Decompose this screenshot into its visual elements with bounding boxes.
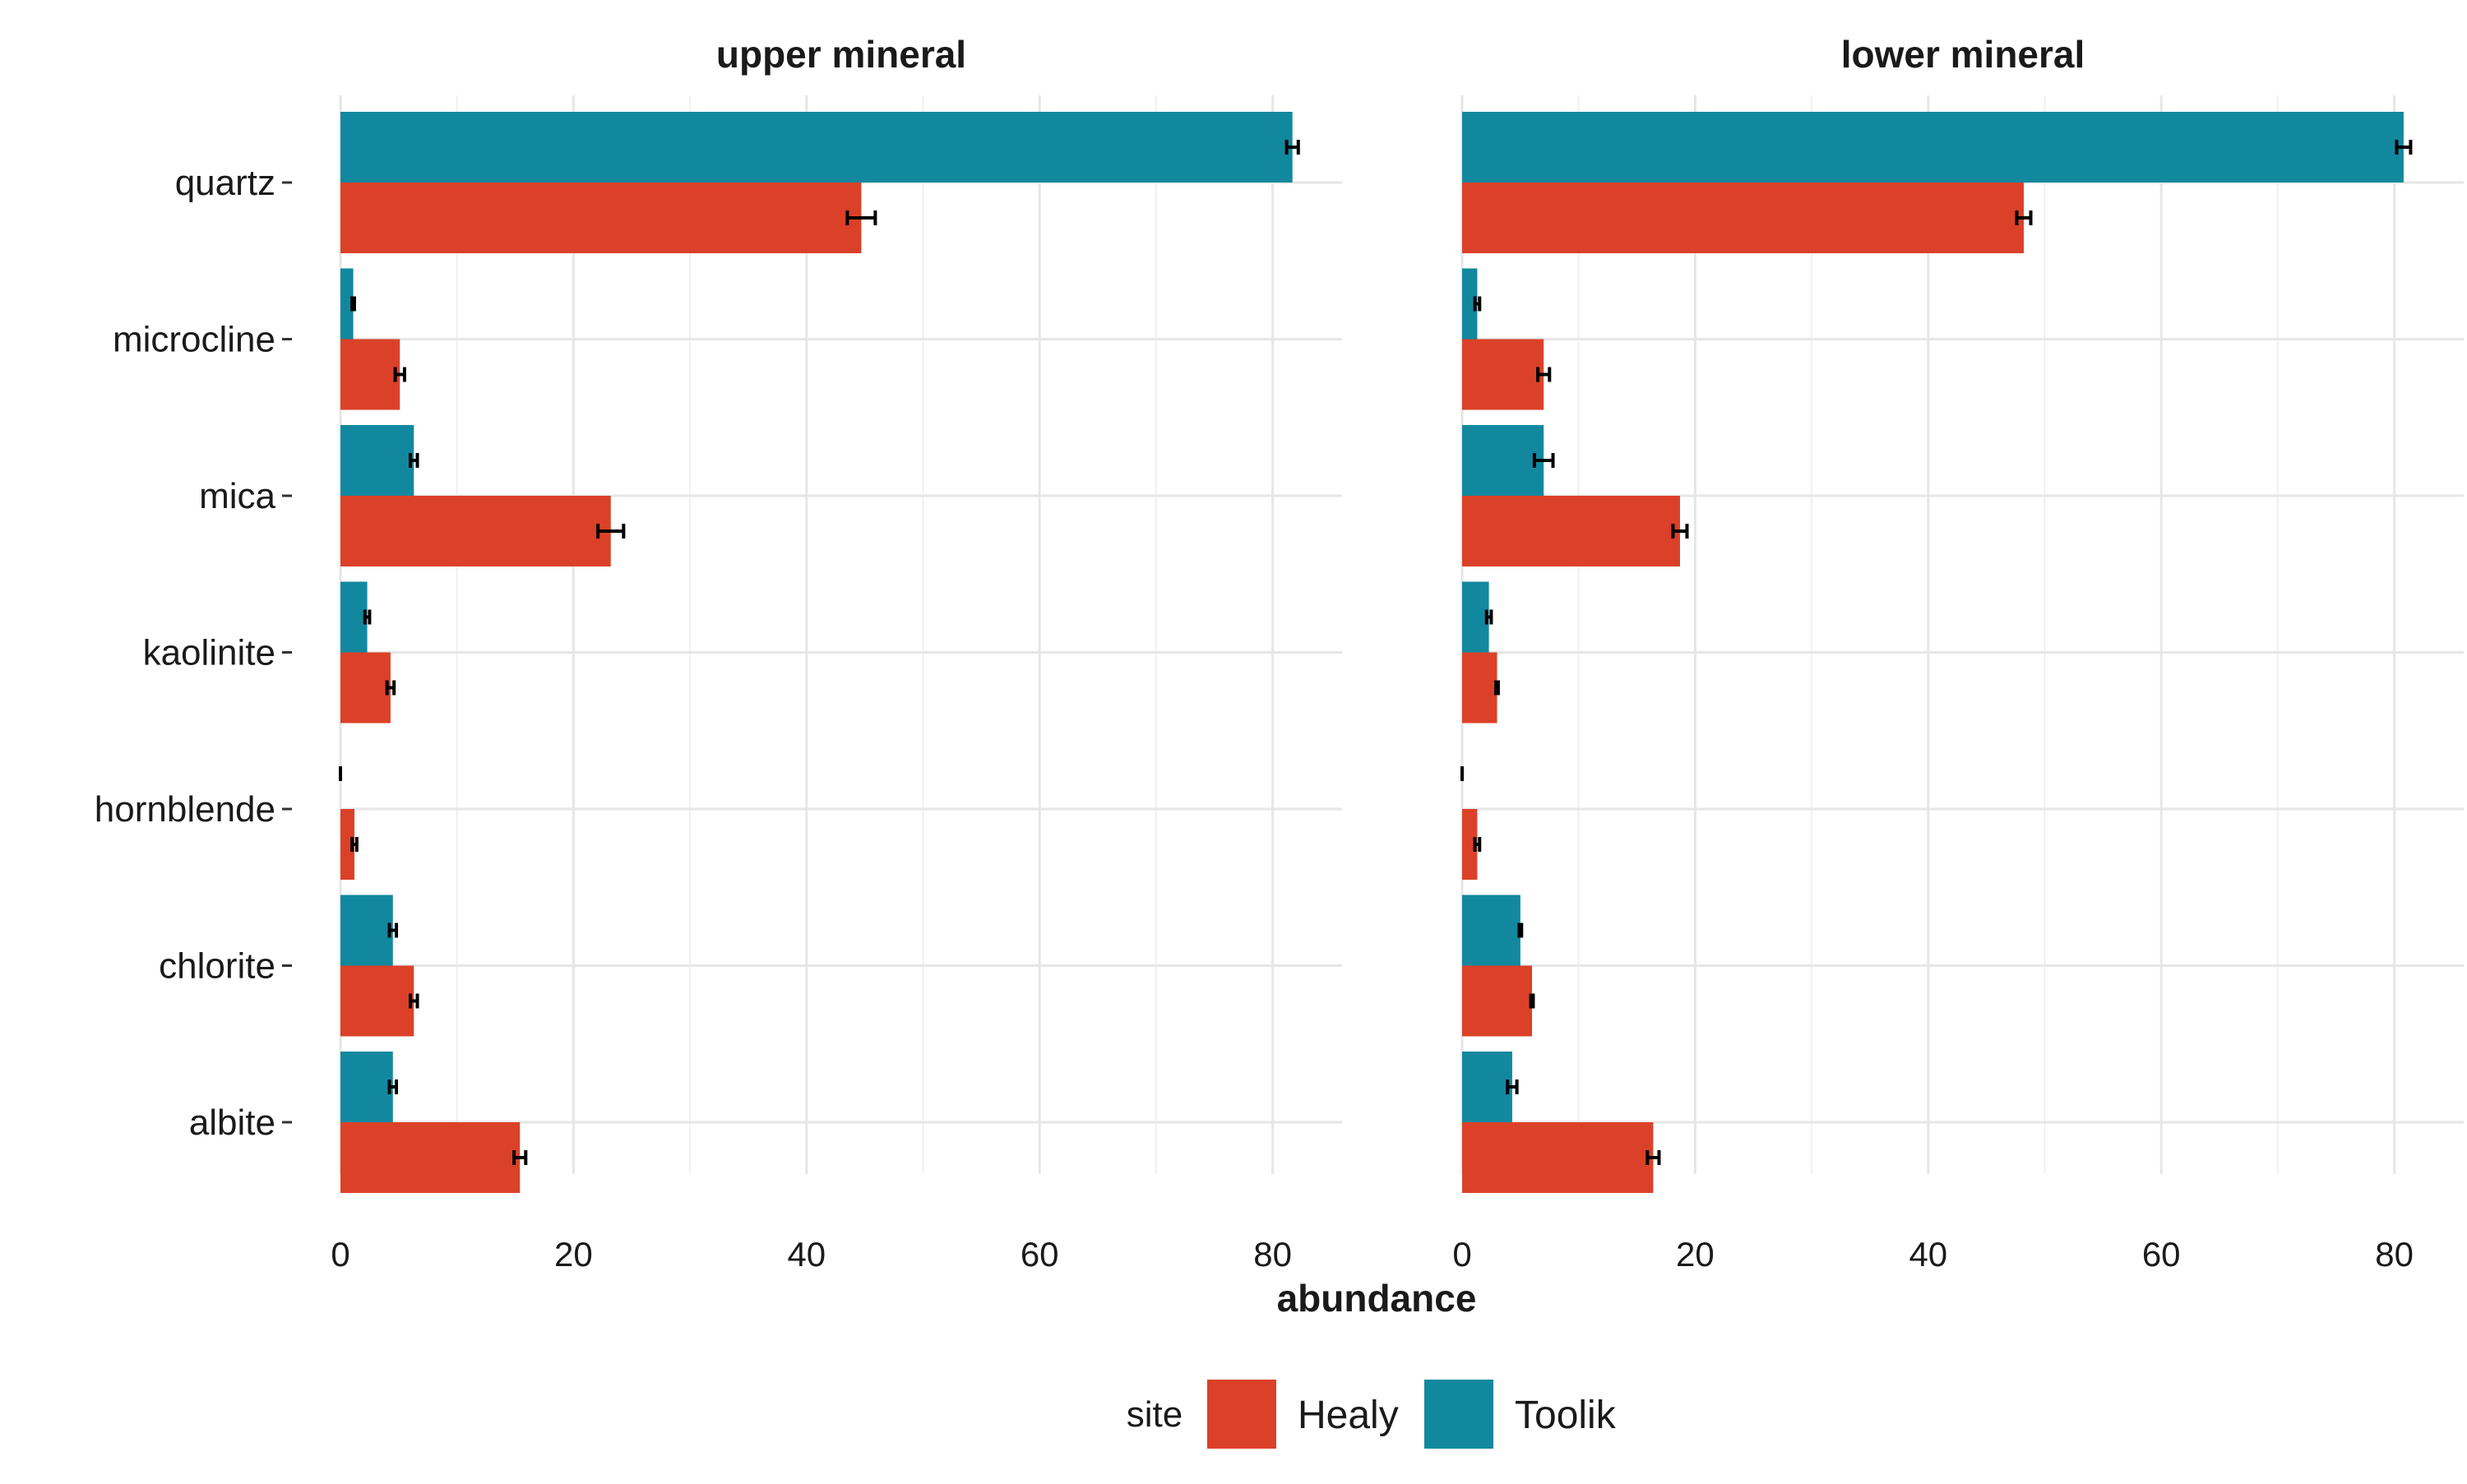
x-tick-label: 0 bbox=[331, 1235, 349, 1274]
error-bar-healy-chlorite bbox=[409, 993, 419, 1009]
x-tick-label: 80 bbox=[2375, 1235, 2414, 1274]
error-bar-healy-hornblende bbox=[1473, 837, 1482, 852]
panels-layer: upper mineral 0 20 40 60 80 lower mineral 0 20 40… bbox=[331, 33, 2464, 1274]
bar-toolik-albite bbox=[1462, 1052, 1512, 1122]
error-bar-healy-albite bbox=[512, 1150, 528, 1165]
error-bar-toolik-microcline bbox=[350, 296, 357, 312]
error-bar-toolik-chlorite bbox=[387, 922, 399, 938]
legend-item-toolik: Toolik bbox=[1424, 1380, 1617, 1449]
y-tick-label-quartz: quartz bbox=[175, 163, 275, 203]
bar-toolik-microcline bbox=[340, 268, 354, 340]
bar-toolik-mica bbox=[340, 425, 414, 496]
legend-item-healy: Healy bbox=[1207, 1380, 1399, 1449]
error-bar-toolik-quartz bbox=[1284, 140, 1300, 155]
y-axis: quartz microcline mica kaolinite hornblende c… bbox=[95, 163, 292, 1143]
bar-healy-chlorite bbox=[340, 965, 414, 1037]
bar-healy-hornblende bbox=[340, 809, 355, 880]
bar-toolik-chlorite bbox=[1462, 895, 1520, 966]
bar-healy-quartz bbox=[340, 183, 862, 253]
x-tick-label: 40 bbox=[1909, 1235, 1947, 1274]
error-bar-healy-mica bbox=[1671, 524, 1689, 539]
error-bar-healy-mica bbox=[596, 524, 626, 539]
y-tick-label-albite: albite bbox=[189, 1103, 275, 1143]
error-bar-healy-hornblende bbox=[350, 837, 359, 852]
bar-toolik-microcline bbox=[1462, 268, 1478, 340]
legend-label: Healy bbox=[1298, 1394, 1399, 1437]
error-bar-healy-kaolinite bbox=[385, 680, 396, 696]
error-bar-toolik-microcline bbox=[1473, 296, 1482, 312]
bar-healy-microcline bbox=[1462, 339, 1544, 410]
legend-swatch bbox=[1424, 1380, 1493, 1449]
y-tick-label-kaolinite: kaolinite bbox=[143, 633, 275, 673]
bar-healy-albite bbox=[340, 1122, 521, 1193]
error-bar-healy-microcline bbox=[393, 367, 406, 382]
bar-healy-mica bbox=[340, 496, 611, 566]
error-bar-healy-quartz bbox=[2015, 210, 2033, 225]
bar-toolik-kaolinite bbox=[1462, 581, 1489, 653]
error-bar-healy-quartz bbox=[845, 210, 877, 225]
y-tick-label-mica: mica bbox=[199, 476, 275, 516]
x-tick-label: 60 bbox=[2142, 1235, 2181, 1274]
x-tick-label: 60 bbox=[1021, 1235, 1059, 1274]
y-tick-label-microcline: microcline bbox=[113, 320, 275, 360]
error-bar-toolik-kaolinite bbox=[363, 609, 372, 625]
error-bar-toolik-mica bbox=[409, 453, 419, 468]
bar-healy-quartz bbox=[1462, 183, 2024, 253]
legend-swatch bbox=[1207, 1380, 1276, 1449]
y-tick-label-hornblende: hornblende bbox=[95, 789, 275, 830]
bar-healy-hornblende bbox=[1462, 809, 1478, 880]
panel-title: upper mineral bbox=[716, 33, 966, 76]
legend: site Healy Toolik bbox=[1127, 1380, 1617, 1449]
panel-1: lower mineral 0 20 40 60 80 bbox=[1452, 33, 2464, 1274]
x-tick-label: 80 bbox=[1253, 1235, 1292, 1274]
error-bar-healy-microcline bbox=[1536, 367, 1552, 382]
bar-toolik-kaolinite bbox=[340, 581, 368, 653]
bar-healy-kaolinite bbox=[1462, 652, 1497, 724]
legend-label: Toolik bbox=[1515, 1394, 1617, 1437]
bar-healy-kaolinite bbox=[340, 652, 391, 724]
bar-toolik-quartz bbox=[1462, 112, 2404, 183]
error-bar-healy-chlorite bbox=[1529, 993, 1535, 1009]
error-bar-toolik-albite bbox=[387, 1079, 399, 1094]
legend-title: site bbox=[1127, 1394, 1183, 1435]
error-bar-toolik-quartz bbox=[2395, 140, 2413, 155]
bar-toolik-mica bbox=[1462, 425, 1544, 496]
bar-healy-mica bbox=[1462, 496, 1680, 566]
panel-title: lower mineral bbox=[1841, 33, 2085, 76]
x-tick-label: 0 bbox=[1452, 1235, 1471, 1274]
bar-healy-microcline bbox=[340, 339, 400, 410]
error-bar-toolik-mica bbox=[1532, 453, 1555, 468]
bar-toolik-chlorite bbox=[340, 895, 393, 966]
bar-toolik-quartz bbox=[340, 112, 1293, 183]
x-tick-label: 20 bbox=[1676, 1235, 1715, 1274]
x-tick-label: 40 bbox=[787, 1235, 826, 1274]
x-axis-title: abundance bbox=[1277, 1277, 1477, 1320]
bar-healy-chlorite bbox=[1462, 965, 1533, 1037]
x-tick-label: 20 bbox=[554, 1235, 593, 1274]
error-bar-healy-albite bbox=[1645, 1150, 1661, 1165]
bar-healy-albite bbox=[1462, 1122, 1654, 1193]
panel-0: upper mineral 0 20 40 60 80 bbox=[331, 33, 1342, 1274]
error-bar-healy-kaolinite bbox=[1494, 680, 1500, 696]
error-bar-toolik-albite bbox=[1506, 1079, 1519, 1094]
bar-toolik-albite bbox=[340, 1052, 393, 1122]
error-bar-toolik-kaolinite bbox=[1484, 609, 1493, 625]
error-bar-toolik-chlorite bbox=[1517, 922, 1524, 938]
y-tick-label-chlorite: chlorite bbox=[159, 946, 275, 987]
